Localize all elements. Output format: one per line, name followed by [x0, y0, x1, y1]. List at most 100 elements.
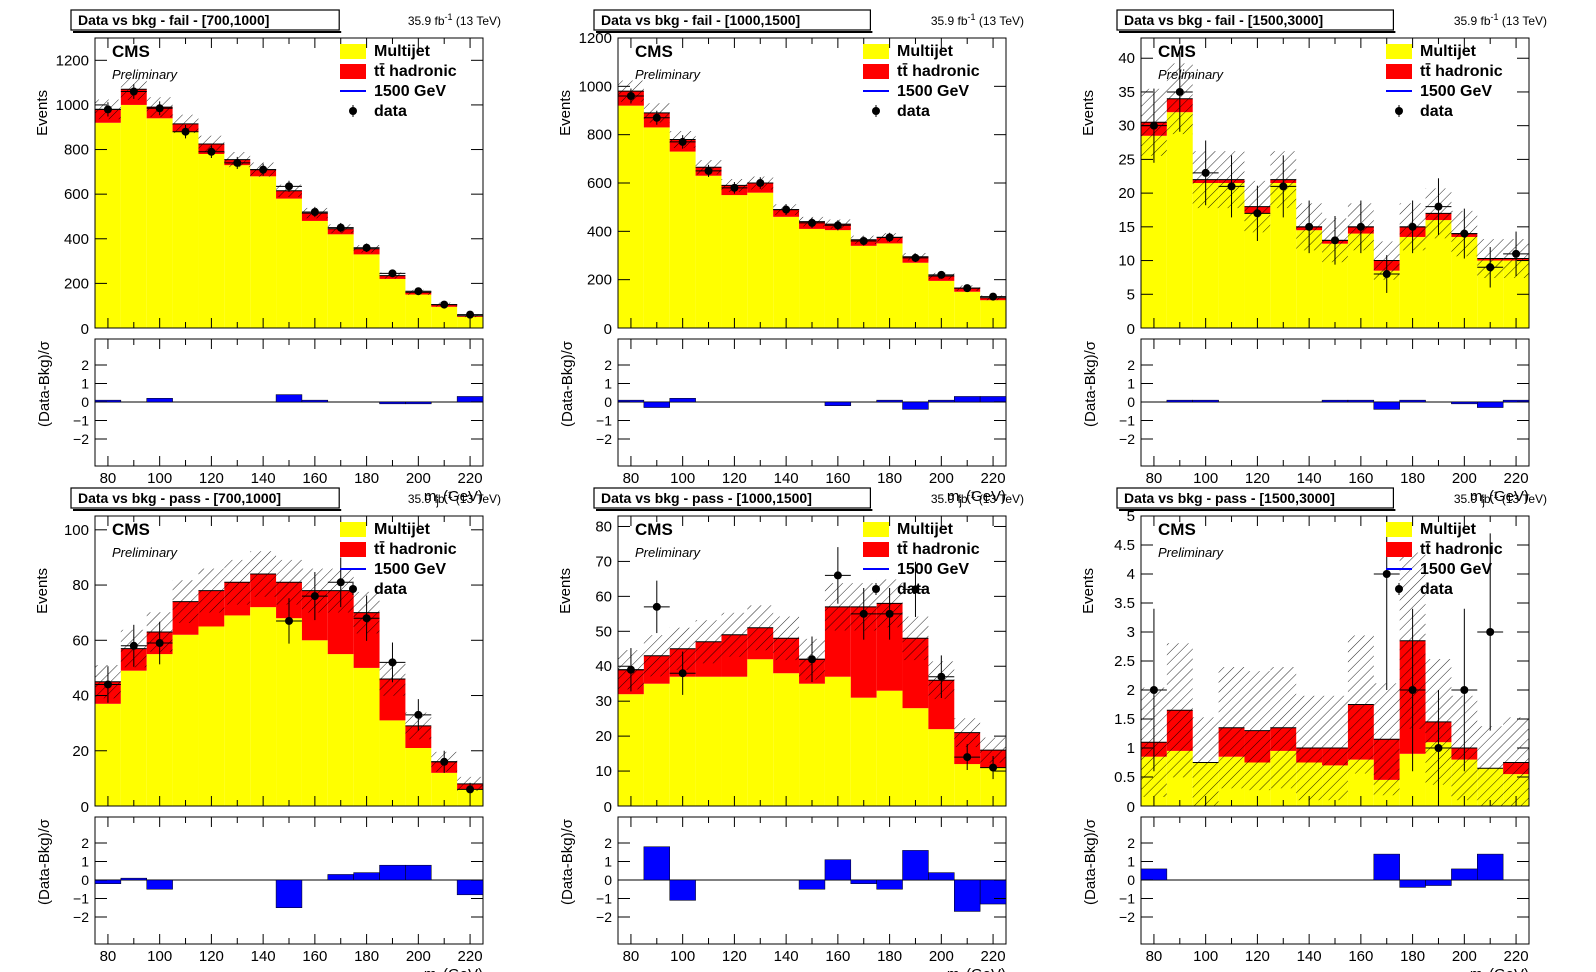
y-tick-label: 800: [64, 142, 89, 159]
y-tick-label: 20: [1118, 185, 1135, 202]
data-point: [388, 658, 397, 667]
multijet-bar: [669, 151, 696, 328]
title-box: [593, 9, 871, 31]
pull-bar: [379, 401, 406, 405]
multijet-bar: [824, 230, 851, 328]
multijet-bar: [95, 703, 121, 806]
legend-label: 1500 GeV: [897, 83, 969, 100]
legend-label: data: [374, 103, 407, 120]
data-point: [155, 639, 164, 648]
cms-label: CMS: [112, 42, 150, 61]
pull-bar: [1166, 399, 1193, 403]
ratio-y-axis-label: (Data-Bkg)/σ: [36, 818, 53, 905]
title-box: [70, 9, 340, 31]
ratio-y-tick-label: −1: [1119, 413, 1135, 429]
legend-swatch: [1386, 44, 1412, 59]
pull-bar: [456, 396, 484, 403]
y-tick-label: 30: [595, 693, 612, 710]
ratio-y-tick-label: 1: [81, 376, 89, 392]
multijet-bar: [198, 154, 225, 328]
ratio-y-axis-label: (Data-Bkg)/σ: [559, 818, 576, 905]
x-axis-label: mj (GeV): [1470, 966, 1529, 972]
pull-bar: [1399, 879, 1426, 888]
data-point: [414, 710, 423, 719]
y-tick-label: 1200: [579, 30, 612, 47]
multijet-bar: [721, 195, 748, 328]
y-tick-label: 60: [595, 588, 612, 605]
multijet-bar: [928, 729, 955, 806]
plot-area: [618, 80, 1006, 328]
x-tick-label: 80: [1146, 470, 1163, 487]
panel-title: Data vs bkg - fail - [1000,1500]: [593, 9, 873, 33]
data-point: [1460, 686, 1469, 694]
legend-swatch: [340, 542, 366, 557]
y-axis-label: Events: [1080, 90, 1097, 136]
multijet-bar: [120, 104, 147, 328]
panel-title: Data vs bkg - pass - [700,1000]: [70, 487, 342, 511]
pull-bar: [850, 879, 877, 884]
pull-bar: [1373, 853, 1400, 881]
data-point: [103, 105, 112, 114]
multijet-bar: [146, 654, 173, 806]
data-point: [678, 669, 687, 678]
data-point: [207, 147, 216, 156]
y-tick-label: 35: [1118, 84, 1135, 101]
x-tick-label: 180: [1400, 470, 1425, 487]
y-tick-label: 15: [1118, 219, 1135, 236]
y-tick-label: 600: [587, 175, 612, 192]
ratio-y-tick-label: 2: [604, 357, 612, 373]
multijet-bar: [1141, 135, 1167, 328]
y-tick-label: 0: [604, 321, 612, 338]
data-point: [440, 300, 449, 309]
x-tick-label: 140: [774, 948, 799, 965]
pull-bar: [643, 401, 670, 408]
legend-label: tt̄ hadronic: [374, 62, 457, 80]
legend-label: Multijet: [897, 521, 954, 538]
x-tick-label: 200: [406, 948, 431, 965]
ratio-y-tick-label: 0: [81, 872, 89, 888]
y-tick-label: 70: [595, 553, 612, 570]
x-tick-label: 120: [1245, 470, 1270, 487]
multijet-bar: [95, 122, 121, 328]
lumi-label: 35.9 fb-1 (13 TeV): [1454, 12, 1547, 28]
chart-title: Data vs bkg - pass - [1500,3000]: [1124, 490, 1335, 506]
data-point: [833, 571, 842, 580]
pull-bar: [928, 872, 955, 881]
x-tick-label: 160: [1348, 948, 1373, 965]
ratio-y-tick-label: 1: [1127, 854, 1135, 870]
data-point: [963, 284, 972, 293]
data-point: [414, 287, 423, 296]
x-axis-label: mj (GeV): [1470, 488, 1529, 508]
multijet-bar: [954, 291, 981, 328]
pull-bar: [979, 396, 1007, 403]
y-tick-label: 80: [72, 577, 89, 594]
ratio-y-tick-label: −1: [1119, 891, 1135, 907]
y-tick-label: 25: [1118, 151, 1135, 168]
pull-bar: [275, 879, 303, 908]
cms-label: CMS: [112, 520, 150, 539]
ratio-y-tick-label: 2: [1127, 357, 1135, 373]
panel-title: Data vs bkg - pass - [1000,1500]: [593, 487, 873, 511]
y-tick-label: 50: [595, 623, 612, 640]
multijet-bar: [431, 306, 458, 328]
multijet-bar: [850, 697, 877, 806]
panel-title: Data vs bkg - fail - [700,1000]: [70, 9, 342, 33]
x-axis-label: mj (GeV): [424, 488, 483, 508]
multijet-bar: [799, 228, 825, 328]
x-tick-label: 160: [302, 948, 327, 965]
x-tick-label: 120: [199, 948, 224, 965]
x-tick-label: 100: [1193, 948, 1218, 965]
data-point: [1486, 628, 1495, 636]
x-tick-label: 80: [623, 948, 640, 965]
multijet-bar: [695, 175, 722, 328]
y-tick-label: 3.5: [1114, 595, 1135, 612]
y-axis-label: Events: [557, 568, 574, 614]
ratio-y-tick-label: −1: [596, 891, 612, 907]
x-tick-label: 120: [722, 948, 747, 965]
pull-bar: [902, 850, 929, 881]
data-point: [466, 785, 475, 794]
cms-label: CMS: [1158, 520, 1196, 539]
x-tick-label: 160: [302, 470, 327, 487]
